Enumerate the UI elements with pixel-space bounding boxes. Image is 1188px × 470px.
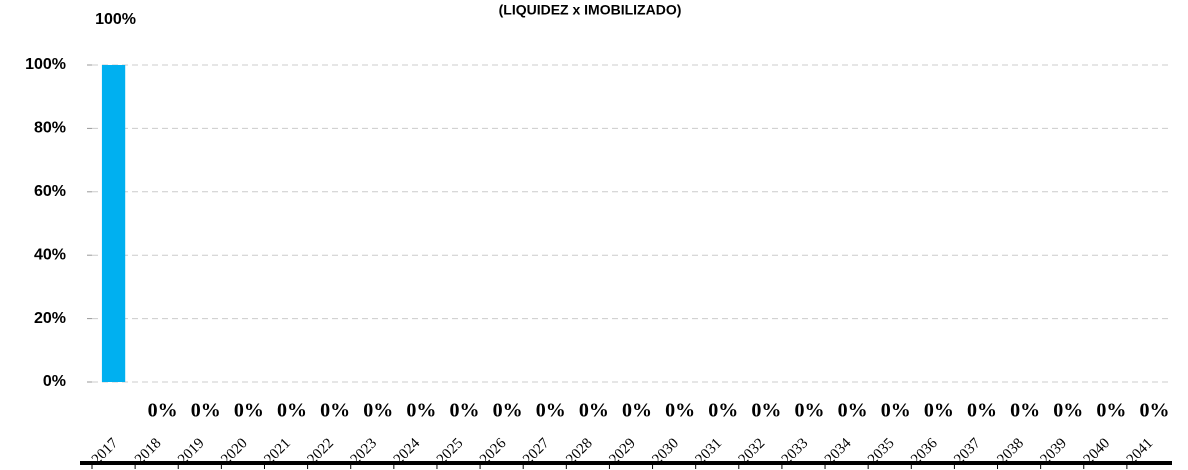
value-label: 0% <box>320 400 350 422</box>
value-label: 0% <box>450 400 480 422</box>
value-label: 0% <box>967 400 997 422</box>
value-label: 0% <box>406 400 436 422</box>
value-label: 0% <box>665 400 695 422</box>
value-label: 0% <box>881 400 911 422</box>
value-label: 0% <box>1139 400 1169 422</box>
value-label: 0% <box>924 400 954 422</box>
y-tick-label: 60% <box>34 183 66 200</box>
y-tick-label: 0% <box>43 373 66 390</box>
value-label: 0% <box>794 400 824 422</box>
value-label: 0% <box>579 400 609 422</box>
value-label: 0% <box>536 400 566 422</box>
value-label: 0% <box>277 400 307 422</box>
value-label: 0% <box>148 400 178 422</box>
chart-title: (LIQUIDEZ x IMOBILIZADO) <box>499 2 682 18</box>
value-label: 0% <box>751 400 781 422</box>
value-label: 0% <box>363 400 393 422</box>
value-label: 0% <box>708 400 738 422</box>
value-label: 0% <box>493 400 523 422</box>
value-label: 0% <box>1096 400 1126 422</box>
value-label: 0% <box>1053 400 1083 422</box>
y-tick-label: 40% <box>34 246 66 263</box>
value-label: 100% <box>95 11 136 28</box>
value-label: 0% <box>622 400 652 422</box>
value-label: 0% <box>234 400 264 422</box>
y-tick-label: 80% <box>34 120 66 137</box>
y-tick-label: 20% <box>34 310 66 327</box>
value-label: 0% <box>838 400 868 422</box>
bar <box>101 65 126 382</box>
y-tick-label: 100% <box>25 56 66 73</box>
value-label: 0% <box>191 400 221 422</box>
value-label: 0% <box>1010 400 1040 422</box>
